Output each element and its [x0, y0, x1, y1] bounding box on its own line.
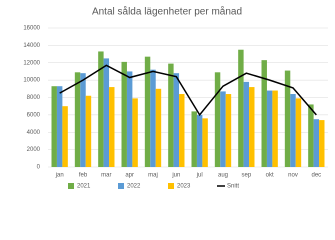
legend-swatch — [68, 183, 74, 189]
bar — [173, 73, 180, 167]
y-tick-label: 16000 — [23, 26, 40, 32]
x-tick-label: maj — [148, 173, 158, 179]
bar — [214, 72, 221, 167]
x-tick-label: mar — [101, 173, 111, 179]
x-tick-label: aug — [218, 173, 228, 179]
chart-title: Antal sålda lägenheter per månad — [92, 6, 242, 18]
bar — [150, 69, 156, 167]
bar — [126, 71, 133, 167]
bar — [272, 90, 278, 167]
y-tick-label: 2000 — [27, 147, 41, 153]
bar — [103, 58, 110, 167]
x-tick-label: sep — [241, 173, 251, 179]
y-tick-label: 10000 — [23, 78, 40, 84]
x-tick-label: dec — [311, 173, 321, 179]
legend-label: 2021 — [77, 184, 91, 190]
bar — [261, 60, 267, 167]
bar — [56, 86, 63, 167]
bar — [98, 51, 104, 167]
y-tick-label: 4000 — [27, 130, 41, 136]
bar — [168, 63, 174, 167]
bar — [313, 119, 320, 167]
bar — [308, 104, 314, 167]
bar — [319, 120, 325, 167]
bar — [290, 94, 296, 167]
bar — [74, 72, 81, 167]
bar — [295, 98, 302, 167]
x-tick-label: jun — [171, 173, 180, 179]
legend-label: 2022 — [127, 184, 141, 190]
x-tick-label: jul — [196, 173, 203, 179]
y-tick-label: 12000 — [23, 60, 40, 66]
x-tick-label: apr — [125, 173, 134, 179]
bar — [51, 86, 57, 167]
y-tick-label: 8000 — [27, 95, 41, 101]
x-tick-label: okt — [266, 173, 274, 179]
bar — [62, 106, 68, 167]
bar — [243, 81, 250, 167]
bar — [284, 70, 291, 167]
legend-swatch — [118, 183, 124, 189]
chart: Antal sålda lägenheter per månad 0 2000 40… — [23, 6, 328, 190]
bar — [109, 87, 115, 167]
x-tick-label: feb — [79, 173, 88, 179]
bar — [144, 56, 151, 168]
bar — [266, 90, 273, 167]
x-tick-label: nov — [288, 173, 298, 179]
bar — [238, 49, 244, 167]
bar — [220, 91, 226, 167]
bar — [179, 94, 185, 167]
bar — [202, 118, 208, 167]
bar — [121, 61, 127, 167]
legend-swatch — [168, 183, 174, 189]
bar — [155, 88, 162, 167]
legend-label: 2023 — [177, 184, 191, 190]
bar — [191, 111, 197, 167]
y-tick-label: 0 — [37, 165, 41, 171]
bar — [196, 114, 203, 167]
bar — [80, 73, 86, 167]
line — [59, 64, 317, 117]
bar — [249, 87, 255, 167]
y-tick-label: 6000 — [27, 112, 41, 118]
bar — [225, 94, 232, 167]
y-tick-label: 14000 — [23, 43, 40, 49]
legend-label: Snitt — [227, 184, 239, 190]
bar — [85, 95, 92, 167]
x-tick-label: jan — [55, 173, 64, 179]
bar — [132, 98, 138, 167]
